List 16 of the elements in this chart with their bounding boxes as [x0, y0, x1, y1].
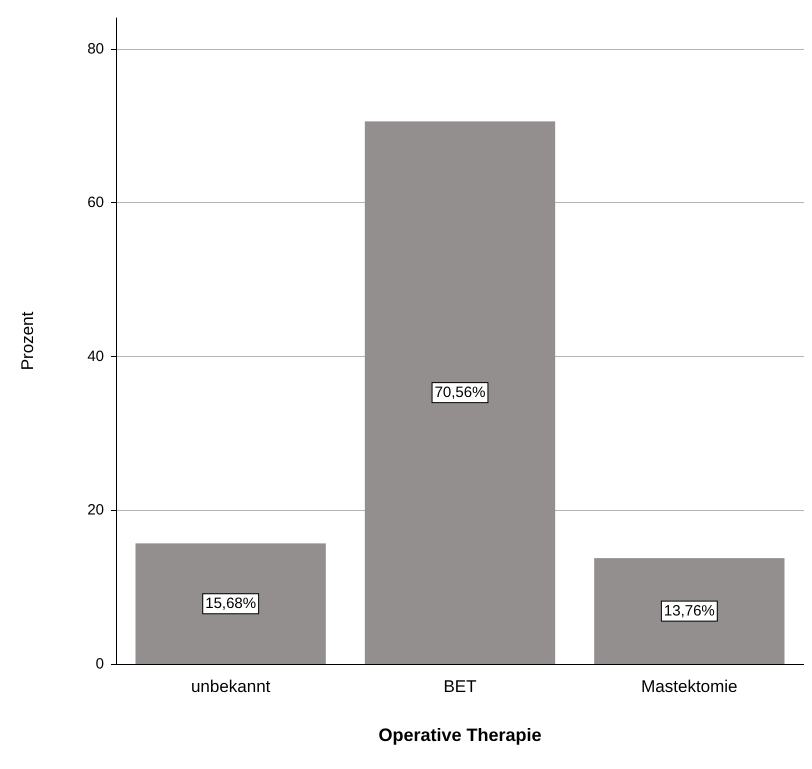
bar [135, 543, 326, 664]
y-axis-title: Prozent [18, 311, 37, 370]
x-tick-label: BET [443, 677, 477, 696]
x-tick-label: Mastektomie [641, 677, 738, 696]
y-tick-label: 0 [96, 656, 104, 672]
x-axis-title: Operative Therapie [378, 725, 542, 745]
y-tick-label: 80 [87, 40, 104, 58]
data-label: 15,68% [205, 595, 256, 612]
x-tick-label: unbekannt [190, 677, 271, 696]
y-tick-label: 40 [87, 348, 104, 365]
bar [364, 121, 556, 664]
y-tick-label: 20 [87, 502, 104, 519]
data-label: 70,56% [434, 384, 486, 402]
bar [594, 558, 785, 664]
y-tick-label: 60 [87, 194, 104, 212]
data-label: 13,76% [664, 602, 715, 620]
